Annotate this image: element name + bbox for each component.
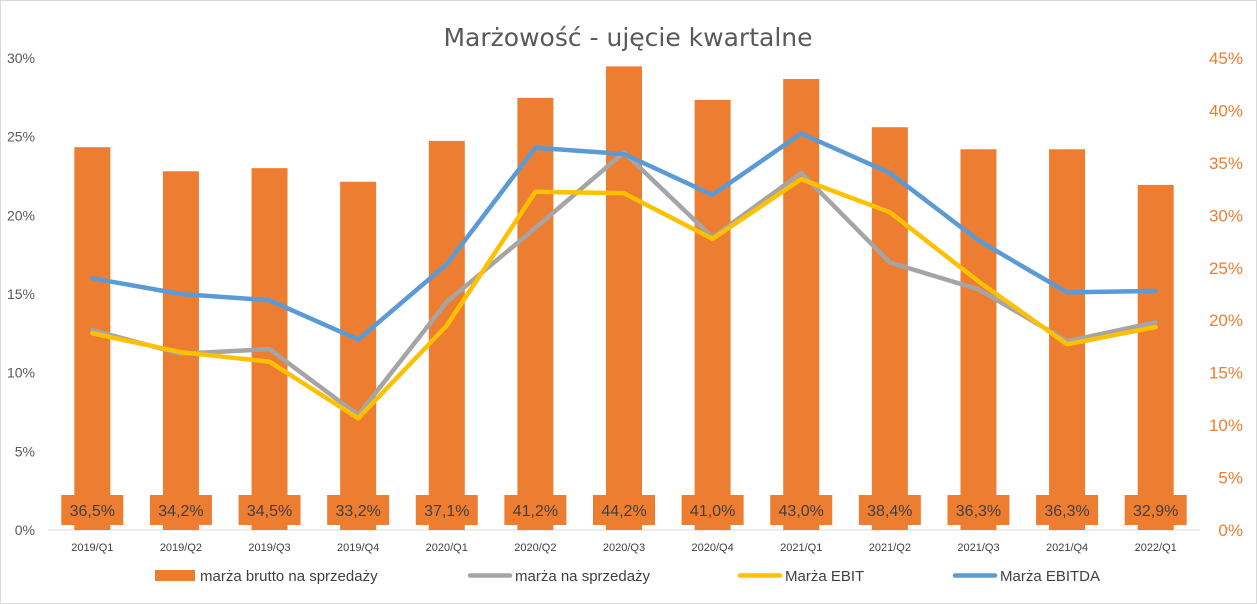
bar: [871, 127, 908, 530]
data-label: 34,2%: [158, 503, 203, 520]
data-label-box: [1036, 495, 1099, 525]
series-line: [90, 131, 1158, 342]
data-label: 36,3%: [1044, 503, 1089, 520]
data-label-box: [149, 495, 212, 525]
x-tick-label: 2021/Q3: [957, 542, 999, 554]
right-axis: 0% 5% 10% 15% 20% 25% 30% 35% 40% 45%: [1209, 49, 1243, 540]
data-label: 41,0%: [690, 503, 735, 520]
bar: [606, 66, 642, 530]
right-axis-tick-label: 35%: [1209, 154, 1243, 173]
x-tick-label: 2020/Q3: [603, 542, 645, 554]
chart-title: Marżowość - ujęcie kwartalne: [443, 23, 812, 52]
data-label-box: [593, 495, 655, 525]
data-label-box: [770, 495, 833, 525]
right-axis-tick-label: 15%: [1209, 364, 1243, 383]
bar-data-labels: 36,5% 34,2% 34,5% 33,2% 37,1% 41,2% 44,2% 41,0%…: [61, 495, 1187, 525]
right-axis-tick-label: 30%: [1209, 206, 1243, 225]
legend-label: Marża EBITDA: [1000, 568, 1100, 585]
left-axis-tick-label: 5%: [15, 443, 35, 459]
data-label: 44,2%: [601, 503, 646, 520]
data-label-box: [947, 495, 1010, 525]
x-tick-label: 2020/Q1: [426, 542, 468, 554]
bar: [340, 181, 377, 530]
bar: [960, 149, 997, 530]
legend-label: marża brutto na sprzedaży: [200, 568, 378, 585]
data-label-box: [238, 495, 301, 525]
data-label: 34,5%: [247, 503, 292, 520]
legend-label: Marża EBIT: [785, 568, 864, 585]
x-tick-label: 2022/Q1: [1135, 542, 1177, 554]
left-axis-tick-label: 0%: [15, 522, 35, 538]
x-tick-label: 2021/Q4: [1046, 542, 1088, 554]
line-series: [90, 131, 1158, 421]
data-label: 32,9%: [1133, 503, 1178, 520]
left-axis-tick-label: 25%: [7, 129, 35, 145]
data-label-box: [681, 495, 744, 525]
data-label-box: [415, 495, 478, 525]
x-tick-label: 2019/Q3: [248, 542, 290, 554]
right-axis-tick-label: 45%: [1209, 49, 1243, 68]
bar: [1137, 184, 1174, 530]
data-label: 37,1%: [424, 503, 469, 520]
x-tick-label: 2019/Q4: [337, 542, 379, 554]
x-tick-label: 2019/Q1: [71, 542, 113, 554]
left-axis: 0% 5% 10% 15% 20% 25% 30%: [7, 50, 35, 538]
data-label: 38,4%: [867, 503, 912, 520]
legend-label: marża na sprzedaży: [515, 568, 651, 585]
bar: [517, 97, 554, 530]
left-axis-tick-label: 20%: [7, 207, 35, 223]
left-axis-tick-label: 15%: [7, 286, 35, 302]
data-label-box: [327, 495, 390, 525]
right-axis-tick-label: 25%: [1209, 259, 1243, 278]
left-axis-tick-label: 30%: [7, 50, 35, 66]
x-tick-label: 2021/Q2: [869, 542, 911, 554]
right-axis-tick-label: 10%: [1209, 416, 1243, 435]
bar: [694, 99, 731, 530]
legend: marża brutto na sprzedaży marża na sprzed…: [155, 568, 1100, 585]
right-axis-tick-label: 0%: [1218, 521, 1243, 540]
bar: [74, 147, 111, 530]
left-axis-tick-label: 10%: [7, 365, 35, 381]
data-label: 36,5%: [70, 503, 115, 520]
bar: [783, 78, 820, 530]
legend-swatch: [155, 570, 195, 581]
data-label: 36,3%: [956, 503, 1001, 520]
data-label: 33,2%: [335, 503, 380, 520]
x-axis-ticks: 2019/Q1 2019/Q2 2019/Q3 2019/Q4 2020/Q1 2020/…: [71, 542, 1177, 554]
x-tick-label: 2019/Q2: [160, 542, 202, 554]
x-tick-label: 2020/Q4: [692, 542, 734, 554]
data-label-box: [61, 495, 124, 525]
x-tick-label: 2021/Q1: [780, 542, 822, 554]
data-label-box: [858, 495, 921, 525]
x-tick-label: 2020/Q2: [514, 542, 556, 554]
series-line: [90, 176, 1158, 421]
data-label-box: [504, 495, 567, 525]
data-label: 43,0%: [779, 503, 824, 520]
data-label-box: [1124, 495, 1187, 525]
data-label: 41,2%: [513, 503, 558, 520]
bar-series: [74, 66, 1174, 530]
bar: [428, 140, 465, 530]
right-axis-tick-label: 20%: [1209, 311, 1243, 330]
right-axis-tick-label: 40%: [1209, 101, 1243, 120]
right-axis-tick-label: 5%: [1218, 469, 1243, 488]
